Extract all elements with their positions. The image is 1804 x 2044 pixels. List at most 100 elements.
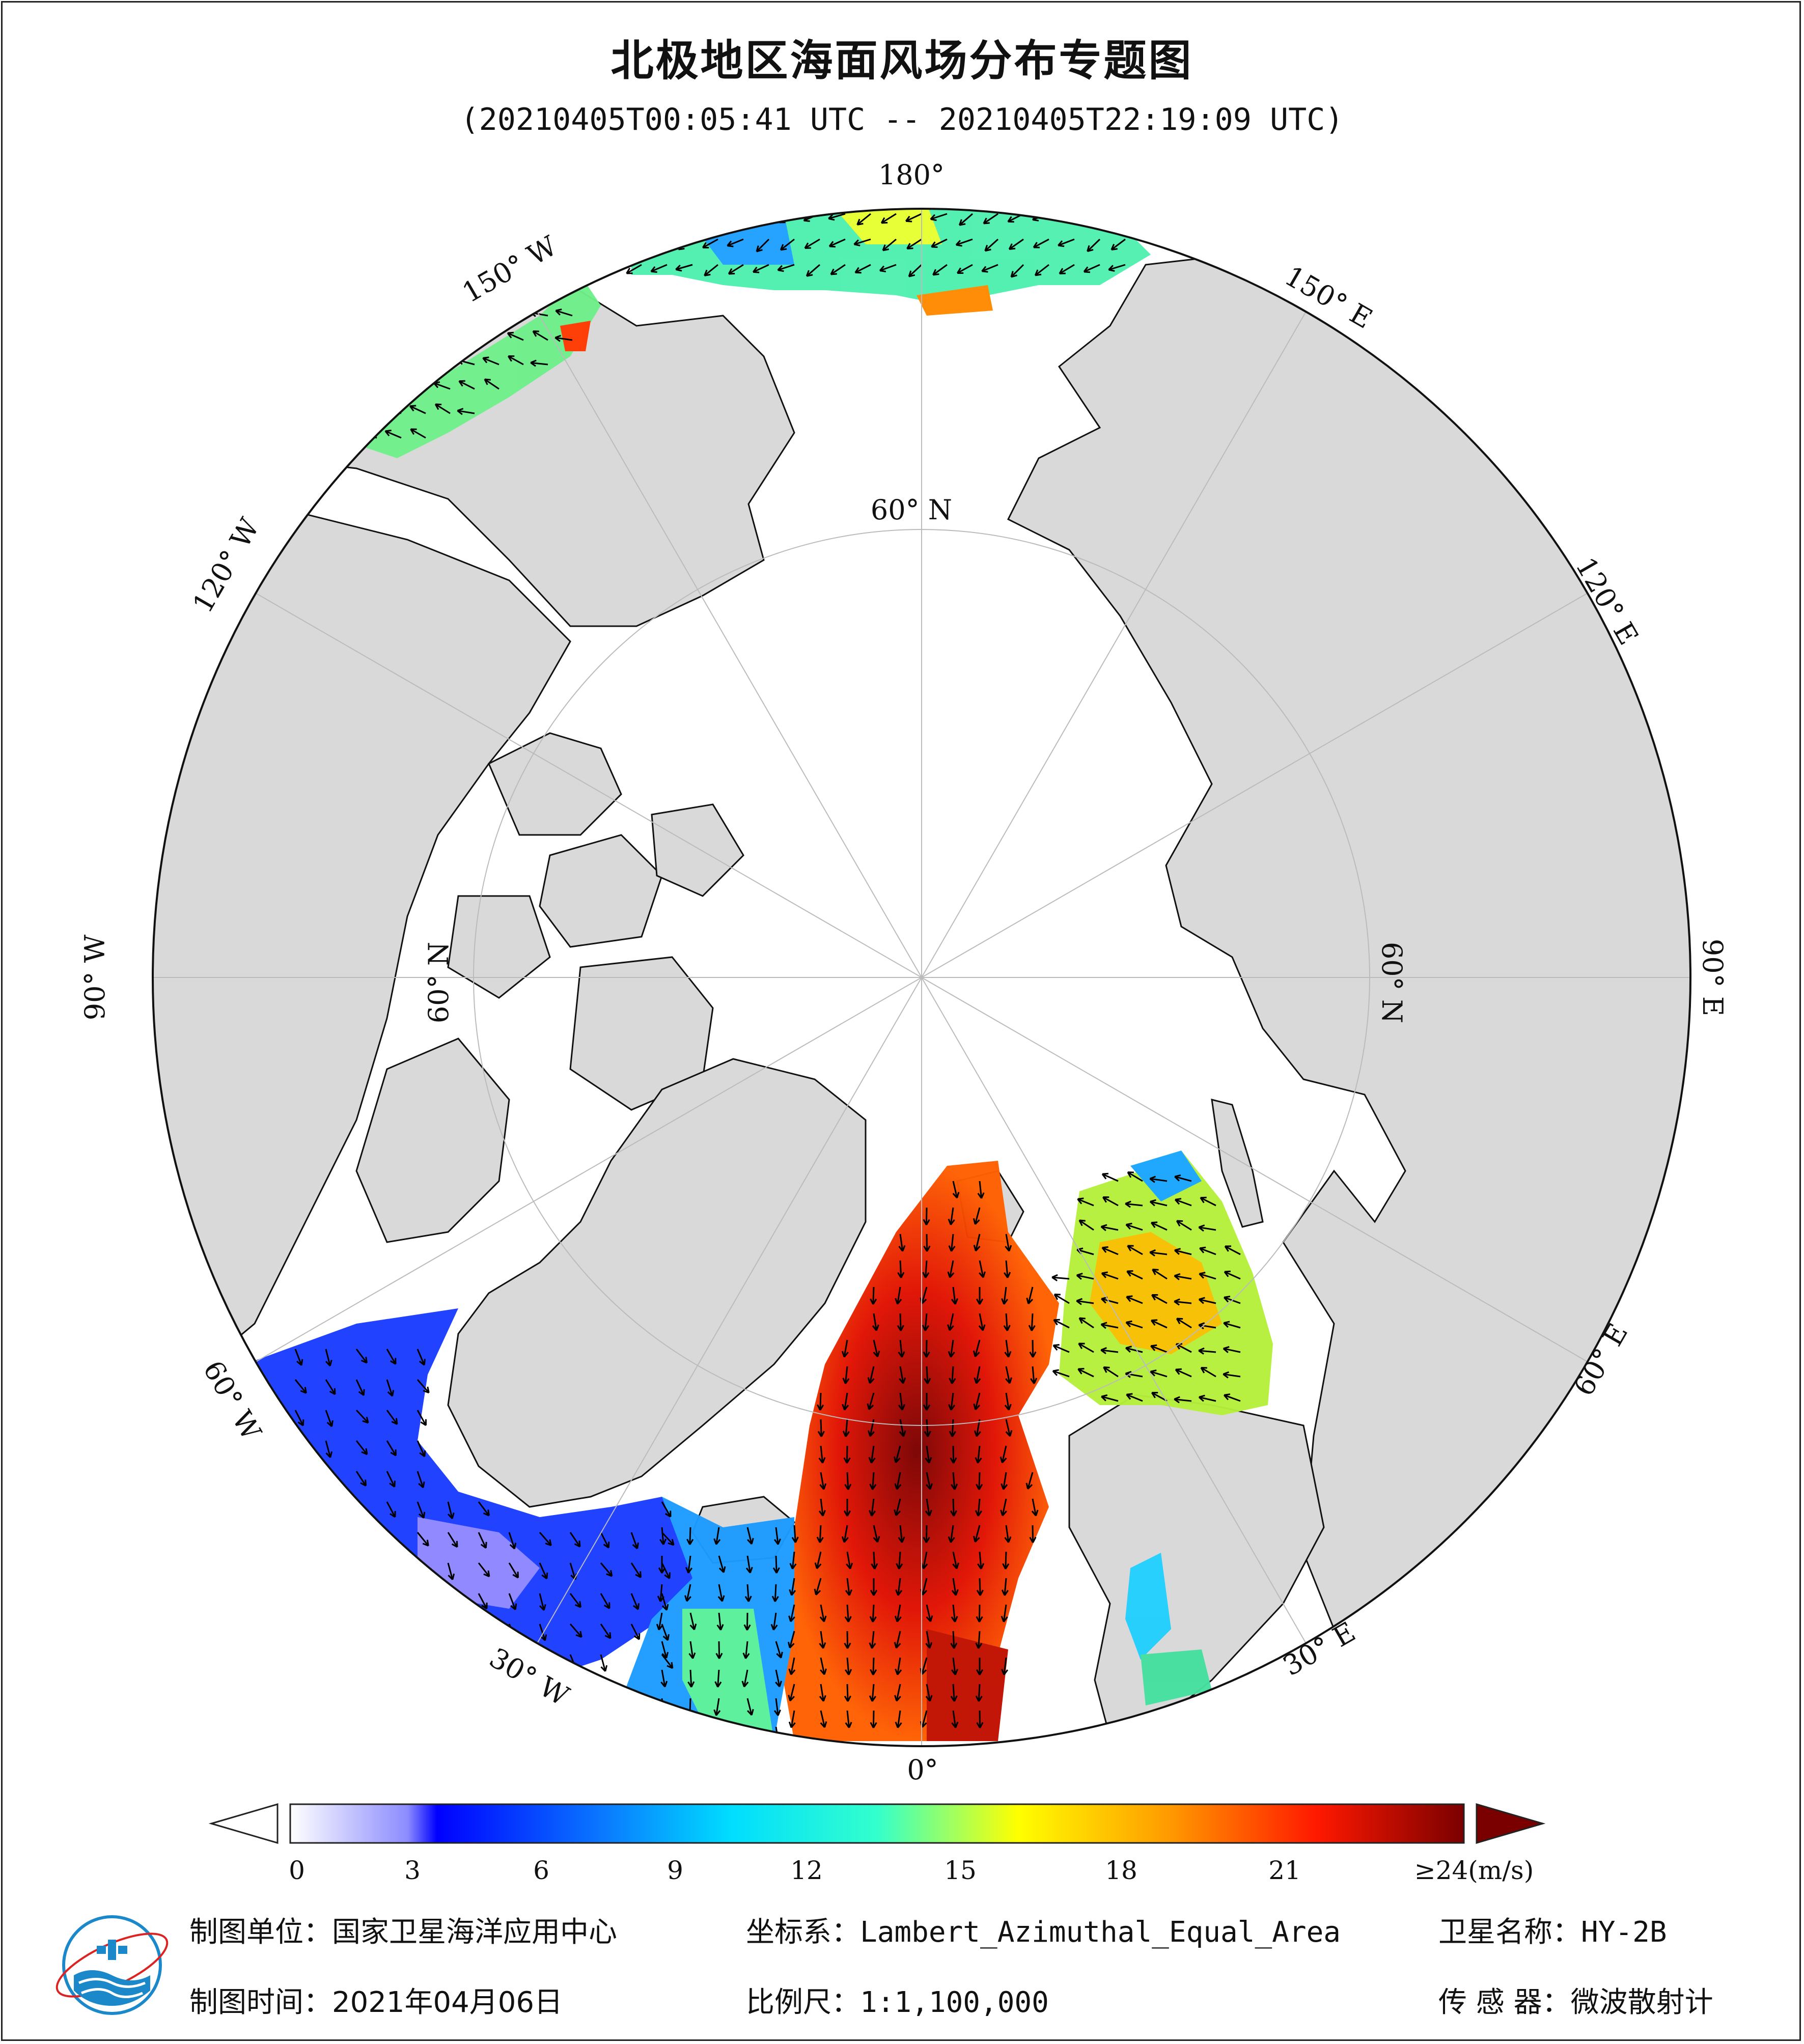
wind-arrow-head: [976, 1298, 981, 1305]
wind-arrow-head: [803, 219, 810, 222]
wind-arrow-head: [720, 1624, 724, 1631]
wind-arrow-head: [847, 1483, 852, 1490]
colorbar-tick-24: ≥24(m/s): [1414, 1856, 1534, 1885]
wind-arrow-head: [1174, 1275, 1180, 1280]
wind-arrow-head: [268, 1421, 275, 1425]
wind-arrow: [978, 1604, 981, 1622]
wind-arrow-head: [975, 1219, 980, 1225]
wind-arrow-head: [979, 1272, 984, 1278]
wind-arrow: [417, 1501, 425, 1519]
wind-arrow-head: [704, 269, 708, 276]
wind-arrow-head: [742, 1653, 746, 1659]
wind-arrow: [1198, 1350, 1216, 1353]
wind-arrow-head: [829, 245, 836, 248]
wind-arrow-head: [604, 1635, 611, 1639]
wind-arrow: [899, 1366, 904, 1384]
wind-arrow: [1078, 1219, 1094, 1231]
wind-arrow-head: [872, 1669, 877, 1675]
wind-arrow: [661, 1501, 672, 1518]
wind-arrow-head: [975, 1405, 981, 1411]
wind-arrow: [1201, 1367, 1216, 1378]
wind-arrow-head: [848, 1722, 852, 1728]
wind-arrow: [1005, 1525, 1010, 1543]
wind-arrow: [1150, 1345, 1168, 1353]
wind-arrow-head: [359, 407, 366, 411]
wind-arrow-head: [978, 1643, 983, 1649]
wind-arrow: [1223, 1348, 1241, 1353]
wind-arrow: [1077, 1198, 1094, 1207]
wind-arrow-head: [633, 1635, 640, 1640]
wind-arrow: [1199, 1298, 1216, 1304]
wind-arrow-head: [791, 1537, 796, 1543]
wind-arrow-head: [751, 1709, 754, 1716]
wind-arrow: [899, 1260, 902, 1278]
wind-arrow-head: [846, 1510, 851, 1517]
wind-arrow-head: [1200, 1197, 1205, 1203]
wind-arrow: [979, 1260, 984, 1278]
wind-arrow-head: [877, 1351, 880, 1357]
wind-arrow: [815, 1578, 822, 1595]
wind-arrow-head: [358, 1391, 365, 1396]
wind-arrow-head: [632, 1605, 639, 1610]
scale-label: 比例尺：: [746, 1986, 860, 2019]
wind-arrow-head: [923, 1351, 927, 1358]
wind-arrow-head: [1174, 1301, 1180, 1306]
wind-arrow-head: [361, 1451, 368, 1455]
wind-arrow-head: [675, 268, 682, 272]
wind-arrow-head: [949, 1272, 955, 1278]
wind-arrow: [1174, 1300, 1192, 1304]
wind-arrow: [386, 1501, 396, 1518]
wind-arrow: [386, 1440, 397, 1456]
wind-arrow-head: [715, 1539, 721, 1545]
wind-arrow-head: [954, 1669, 958, 1675]
wind-arrow-head: [879, 265, 885, 271]
wind-arrow: [846, 1578, 850, 1595]
wind-arrow-head: [1102, 1172, 1109, 1175]
wind-arrow: [897, 1286, 901, 1304]
wind-arrow-head: [901, 1536, 905, 1543]
wind-arrow-head: [1223, 1321, 1230, 1324]
wind-arrow-head: [848, 1589, 852, 1596]
wind-arrow-head: [1174, 1273, 1181, 1277]
wind-arrow: [1076, 1249, 1094, 1255]
wind-arrow-head: [843, 1352, 849, 1358]
wind-arrow-head: [1101, 1247, 1107, 1253]
wind-arrow-head: [756, 245, 759, 252]
wind-arrow-head: [458, 380, 463, 387]
wind-arrow-head: [979, 1298, 984, 1305]
wind-arrow: [1199, 1396, 1216, 1402]
wind-arrow-head: [925, 1272, 930, 1278]
wind-arrow-head: [845, 1378, 850, 1384]
wind-arrow-head: [926, 1351, 930, 1358]
wind-arrow-head: [929, 1642, 933, 1648]
wind-arrow-head: [1149, 1249, 1156, 1253]
wind-arrow-head: [974, 1377, 977, 1384]
wind-arrow: [717, 1669, 720, 1688]
wind-arrow: [819, 1525, 822, 1543]
wind-arrow-head: [390, 1360, 396, 1365]
wind-arrow-head: [390, 1513, 396, 1518]
colorbar-min-triangle: [208, 1803, 279, 1844]
wind-arrow: [756, 238, 770, 253]
wind-arrow-head: [843, 1510, 848, 1517]
wind-arrow: [294, 1440, 303, 1458]
wind-arrow-head: [1150, 1369, 1157, 1373]
wind-arrow: [1150, 1370, 1168, 1378]
wind-arrow-head: [661, 1653, 667, 1659]
wind-arrow-head: [1223, 1371, 1230, 1375]
wind-arrow-head: [870, 1298, 874, 1305]
label-180: 180°: [878, 159, 945, 191]
wind-arrow-head: [391, 1543, 394, 1550]
wind-arrow: [746, 1584, 750, 1602]
wind-swath-baltic-south: [1141, 1649, 1212, 1705]
wind-arrow-head: [806, 270, 810, 276]
wind-arrow-head: [1125, 1370, 1132, 1375]
wind-arrow: [1087, 238, 1101, 252]
wind-arrow: [1151, 1320, 1168, 1329]
wind-arrow-head: [1176, 1220, 1181, 1227]
wind-arrow-head: [1009, 1430, 1013, 1437]
wind-arrow-head: [869, 1642, 873, 1649]
wind-arrow-head: [1199, 1272, 1206, 1275]
wind-arrow: [925, 1260, 928, 1278]
